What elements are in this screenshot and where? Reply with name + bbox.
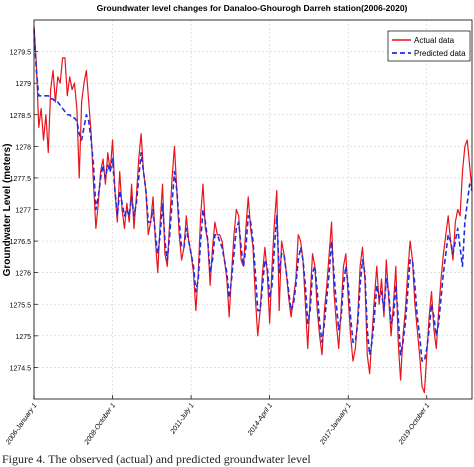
y-tick-label: 1277.5 — [10, 176, 32, 183]
legend-label-predicted: Predicted data — [414, 49, 466, 58]
x-tick-label: 2017-January 1 — [319, 402, 353, 447]
y-tick-label: 1279.5 — [10, 50, 32, 57]
x-tick-label: 2019-October 1 — [397, 402, 431, 447]
legend-label-actual: Actual data — [414, 36, 455, 45]
x-tick-label: 2006-January 1 — [4, 402, 38, 447]
x-tick-label: 2014-April 1 — [246, 402, 274, 438]
plot-frame — [33, 19, 473, 400]
chart-title: Groundwater level changes for Danaloo-Gh… — [97, 3, 408, 13]
grid-lines — [33, 20, 472, 399]
series-lines — [33, 26, 473, 394]
y-tick-label: 1277 — [15, 208, 31, 215]
x-axis-ticks: 2006-January 1 2008-October 1 2011-July 1 2… — [4, 395, 431, 447]
x-tick-label: 2008-October 1 — [83, 402, 117, 447]
y-tick-label: 1278 — [15, 144, 31, 151]
x-tick-label: 2011-July 1 — [169, 402, 196, 436]
groundwater-chart: Groundwater level changes for Danaloo-Gh… — [2, 3, 473, 447]
y-tick-label: 1276.5 — [10, 239, 32, 246]
legend-box — [387, 30, 471, 62]
y-tick-label: 1276 — [15, 271, 31, 278]
y-tick-label: 1274.5 — [10, 365, 32, 372]
legend: Actual data Predicted data — [387, 30, 471, 62]
y-axis-ticks: 1274.5 1275 1275.5 1276 1276.5 1277 1277.5 1278… — [10, 50, 38, 372]
y-tick-label: 1279 — [15, 81, 31, 88]
y-tick-label: 1275.5 — [10, 302, 32, 309]
y-tick-label: 1275 — [15, 334, 31, 341]
figure-caption: Figure 4. The observed (actual) and pred… — [2, 452, 311, 466]
y-axis-label: Groundwater Level (meters) — [2, 144, 13, 277]
y-tick-label: 1278.5 — [10, 113, 32, 120]
series-line-predicted — [33, 29, 473, 362]
